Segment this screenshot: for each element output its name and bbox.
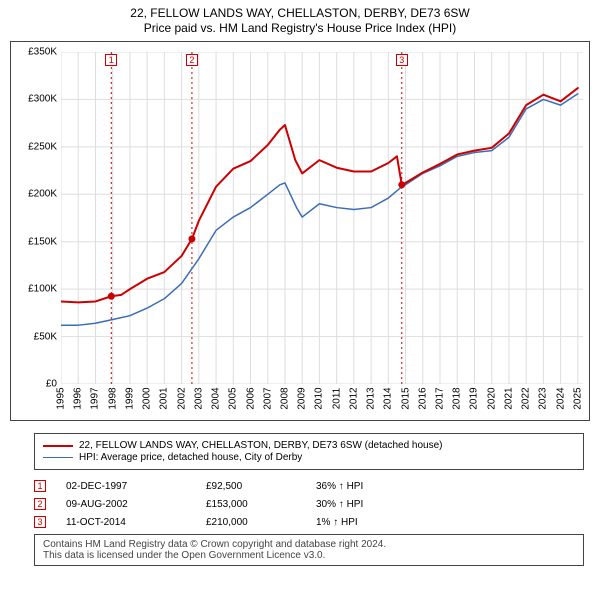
y-tick-label: £0: [11, 379, 57, 390]
sale-pct: 1% ↑ HPI: [316, 517, 436, 528]
x-tick-label: 2024: [555, 387, 566, 409]
marker-label: 2: [186, 54, 198, 66]
x-tick-label: 1995: [56, 387, 67, 409]
footer-box: Contains HM Land Registry data © Crown c…: [34, 534, 584, 566]
y-tick-label: £50K: [11, 331, 57, 342]
marker-label: 3: [396, 54, 408, 66]
legend-box: 22, FELLOW LANDS WAY, CHELLASTON, DERBY,…: [34, 433, 584, 470]
x-tick-label: 1998: [107, 387, 118, 409]
x-tick-label: 2022: [521, 387, 532, 409]
x-tick-label: 2012: [348, 387, 359, 409]
x-tick-label: 2020: [486, 387, 497, 409]
chart-title-line1: 22, FELLOW LANDS WAY, CHELLASTON, DERBY,…: [10, 6, 590, 20]
x-tick-label: 2011: [331, 388, 342, 410]
sale-date: 02-DEC-1997: [66, 481, 206, 492]
sale-marker-number: 2: [34, 498, 46, 510]
x-tick-label: 2019: [469, 387, 480, 409]
sale-price: £92,500: [206, 481, 316, 492]
sale-row: 3 11-OCT-2014£210,0001% ↑ HPI: [34, 516, 584, 528]
y-tick-label: £250K: [11, 141, 57, 152]
sale-marker-number: 3: [34, 516, 46, 528]
x-tick-label: 2001: [159, 387, 170, 409]
sale-pct: 36% ↑ HPI: [316, 481, 436, 492]
y-tick-label: £200K: [11, 189, 57, 200]
x-tick-label: 1996: [73, 387, 84, 409]
x-tick-label: 2023: [538, 387, 549, 409]
y-tick-label: £300K: [11, 94, 57, 105]
legend-text: HPI: Average price, detached house, City…: [79, 452, 302, 463]
sale-row: 2 09-AUG-2002£153,00030% ↑ HPI: [34, 498, 584, 510]
footer-line1: Contains HM Land Registry data © Crown c…: [43, 539, 575, 550]
marker-label: 1: [105, 54, 117, 66]
sale-marker-number: 1: [34, 480, 46, 492]
x-tick-label: 2010: [314, 387, 325, 409]
x-tick-label: 2009: [297, 387, 308, 409]
x-tick-label: 2014: [383, 387, 394, 409]
legend-swatch: [43, 445, 73, 447]
x-tick-label: 2016: [417, 387, 428, 409]
sale-date: 09-AUG-2002: [66, 499, 206, 510]
chart-title-block: 22, FELLOW LANDS WAY, CHELLASTON, DERBY,…: [10, 6, 590, 35]
x-tick-label: 2006: [245, 387, 256, 409]
x-tick-label: 2025: [572, 387, 583, 409]
y-tick-label: £100K: [11, 284, 57, 295]
x-tick-label: 1997: [90, 387, 101, 409]
chart-title-line2: Price paid vs. HM Land Registry's House …: [10, 21, 590, 35]
y-tick-label: £350K: [11, 47, 57, 58]
legend-item: 22, FELLOW LANDS WAY, CHELLASTON, DERBY,…: [43, 440, 575, 451]
footer-line2: This data is licensed under the Open Gov…: [43, 550, 575, 561]
chart-svg: [61, 52, 583, 384]
chart-container: £0 £50K £100K £150K £200K £250K £300K £350K 1 2 3…: [10, 41, 590, 421]
legend-text: 22, FELLOW LANDS WAY, CHELLASTON, DERBY,…: [79, 440, 443, 451]
x-tick-label: 1999: [124, 387, 135, 409]
x-tick-label: 2013: [366, 387, 377, 409]
x-tick-label: 2003: [193, 387, 204, 409]
sale-row: 1 02-DEC-1997£92,50036% ↑ HPI: [34, 480, 584, 492]
sales-table: 1 02-DEC-1997£92,50036% ↑ HPI 2 09-AUG-2002…: [34, 480, 584, 528]
plot-area: 1 2 3: [61, 52, 583, 384]
sale-date: 11-OCT-2014: [66, 517, 206, 528]
y-tick-label: £150K: [11, 236, 57, 247]
x-tick-label: 2002: [176, 387, 187, 409]
x-tick-label: 2005: [228, 387, 239, 409]
sale-price: £210,000: [206, 517, 316, 528]
x-tick-label: 2021: [503, 387, 514, 409]
x-tick-label: 2007: [262, 387, 273, 409]
sale-pct: 30% ↑ HPI: [316, 499, 436, 510]
x-tick-label: 2015: [400, 387, 411, 409]
sale-price: £153,000: [206, 499, 316, 510]
x-tick-label: 2018: [452, 387, 463, 409]
x-tick-label: 2008: [279, 387, 290, 409]
x-tick-label: 2000: [142, 387, 153, 409]
legend-item: HPI: Average price, detached house, City…: [43, 452, 575, 463]
x-tick-label: 2004: [211, 387, 222, 409]
x-tick-label: 2017: [435, 387, 446, 409]
legend-swatch: [43, 457, 73, 458]
